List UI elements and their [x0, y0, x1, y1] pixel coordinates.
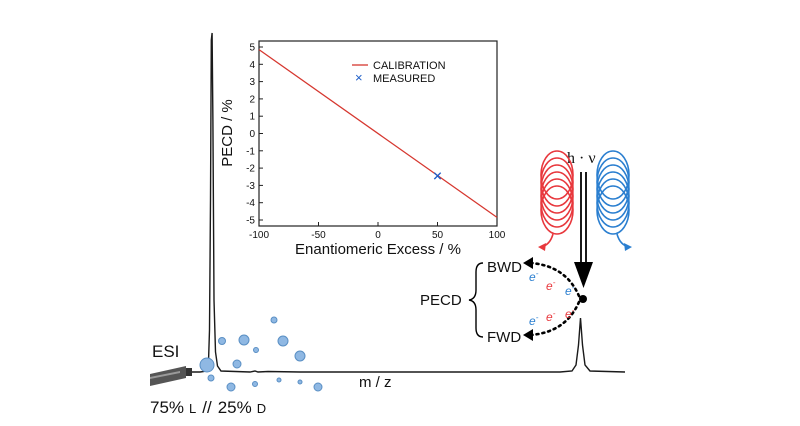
x-tick-label: 100: [489, 230, 506, 241]
sample-l-unit: L: [189, 401, 196, 416]
y-tick-label: -2: [246, 164, 255, 175]
electron-bwd-red: e-: [546, 278, 556, 293]
photon-arrow: [574, 172, 593, 288]
left-helix-red: [538, 150, 574, 251]
bwd-label: BWD: [487, 259, 522, 276]
spray-droplets: [199, 316, 323, 392]
legend-marker-measured: ×: [355, 70, 363, 85]
y-tick-label: 3: [249, 77, 255, 88]
esi-needle: [150, 366, 192, 386]
y-tick-label: 4: [249, 60, 255, 71]
photon-label: h · ν: [567, 150, 596, 167]
x-tick-label: -50: [311, 230, 326, 241]
y-tick-label: 5: [249, 43, 255, 54]
y-tick-label: -1: [246, 146, 255, 157]
chart-y-label: PECD / %: [219, 99, 236, 167]
electron-trajectories: [523, 257, 581, 341]
esi-label: ESI: [152, 342, 179, 361]
bwd-arrowhead: [523, 257, 533, 269]
ion-interaction-point: [579, 295, 587, 303]
sample-d-unit: D: [257, 401, 266, 416]
mass-spectrum-trace: [178, 32, 626, 373]
y-tick-label: -5: [246, 216, 255, 227]
measured-point: [433, 172, 442, 180]
electron-fwd-red: e-: [565, 306, 575, 321]
sample-separator: //: [202, 398, 212, 417]
pecd-brace: [468, 262, 484, 338]
x-axis: -100 -50 0 50 100: [249, 222, 506, 241]
legend-label-measured: MEASURED: [373, 73, 435, 85]
pecd-label: PECD: [420, 292, 462, 309]
fwd-label: FWD: [487, 329, 521, 346]
fwd-arrowhead: [523, 329, 533, 341]
sample-composition: 75% L // 25% D: [150, 398, 266, 417]
electron-fwd-blue: e-: [529, 313, 539, 328]
mz-axis-label: m / z: [359, 374, 392, 391]
electron-bwd-blue-2: e-: [565, 283, 575, 298]
y-tick-label: -3: [246, 181, 255, 192]
fwd-trajectory: [529, 300, 581, 337]
bwd-trajectory: [529, 261, 581, 298]
electron-bwd-blue: e-: [529, 269, 539, 284]
x-tick-label: 0: [375, 230, 381, 241]
calibration-chart: 5 4 3 2 1 0 -1 -2 -3 -4 -5 -100 -50 0 50 100 CALIBRATI…: [219, 40, 506, 258]
sample-l-percent: 75%: [150, 398, 184, 417]
chart-x-label: Enantiomeric Excess / %: [295, 241, 461, 258]
calibration-line: [258, 49, 498, 218]
chart-legend: CALIBRATION × MEASURED: [352, 60, 446, 85]
y-tick-label: 1: [249, 112, 255, 123]
legend-label-calibration: CALIBRATION: [373, 60, 446, 72]
x-tick-label: 50: [432, 230, 444, 241]
electron-labels: e- e- e- e- e- e-: [529, 269, 575, 328]
x-tick-label: -100: [249, 230, 269, 241]
right-helix-blue: [596, 150, 632, 251]
sample-d-percent: 25%: [218, 398, 252, 417]
y-tick-label: -4: [246, 198, 255, 209]
electron-fwd-red-2: e-: [546, 309, 556, 324]
plot-area: [258, 49, 498, 218]
y-tick-label: 2: [249, 94, 255, 105]
y-tick-label: 0: [249, 129, 255, 140]
y-axis: 5 4 3 2 1 0 -1 -2 -3 -4 -5: [246, 43, 263, 227]
